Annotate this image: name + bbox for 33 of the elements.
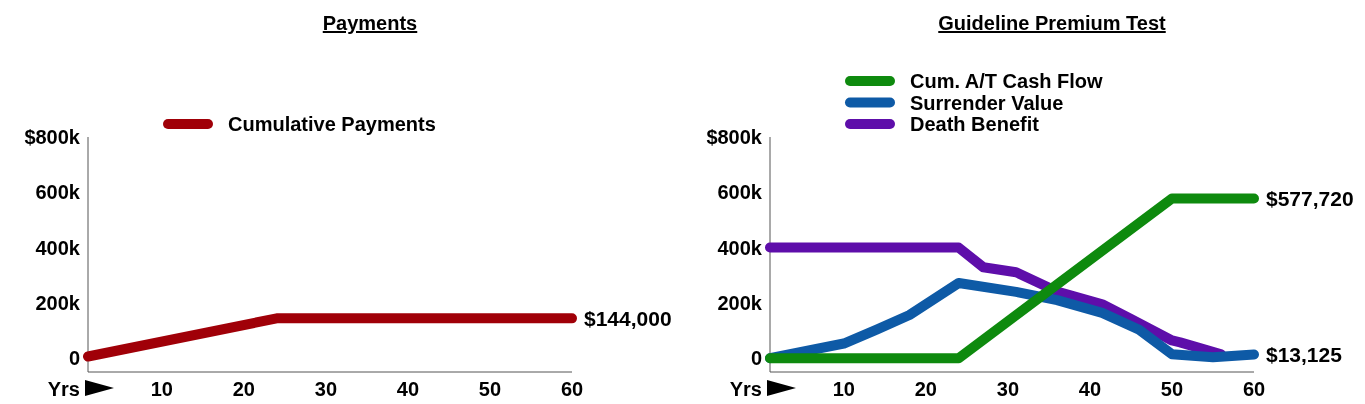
- legend-label: Death Benefit: [910, 113, 1040, 135]
- legend-label: Cumulative Payments: [228, 113, 436, 135]
- y-tick-label: 600k: [35, 181, 81, 204]
- x-tick-label: 50: [1160, 378, 1184, 400]
- legend-label: Surrender Value: [910, 91, 1064, 114]
- x-tick-label: 10: [832, 378, 855, 400]
- data-label: $13,125: [1266, 342, 1343, 366]
- x-tick-label: 20: [914, 378, 937, 400]
- y-tick-label: 400k: [717, 236, 763, 259]
- y-tick-label: 200k: [717, 291, 763, 314]
- y-tick-label: 200k: [35, 291, 81, 314]
- y-tick-label: 600k: [717, 181, 763, 204]
- x-tick-label: 40: [1078, 378, 1102, 400]
- legend-label: Cum. A/T Cash Flow: [910, 70, 1104, 92]
- chart-title: Payments: [322, 12, 418, 34]
- x-tick-label: 20: [232, 378, 255, 400]
- y-tick-label: $800k: [706, 126, 763, 148]
- y-tick-label: $800k: [24, 126, 81, 148]
- x-tick-label: 30: [996, 378, 1020, 400]
- x-tick-label: 10: [150, 378, 173, 400]
- y-tick-label: 400k: [35, 236, 81, 259]
- x-tick-label: 60: [1242, 378, 1266, 400]
- data-label: $577,720: [1266, 186, 1354, 210]
- x-axis-title: Yrs: [729, 378, 762, 400]
- y-tick-label: 0: [750, 347, 762, 370]
- x-axis-title: Yrs: [47, 378, 80, 400]
- x-tick-label: 50: [478, 378, 502, 400]
- chart-title: Guideline Premium Test: [938, 12, 1167, 34]
- x-tick-label: 60: [560, 378, 584, 400]
- x-tick-label: 40: [396, 378, 420, 400]
- y-tick-label: 0: [68, 347, 80, 370]
- x-tick-label: 30: [314, 378, 338, 400]
- data-label: $144,000: [584, 306, 672, 330]
